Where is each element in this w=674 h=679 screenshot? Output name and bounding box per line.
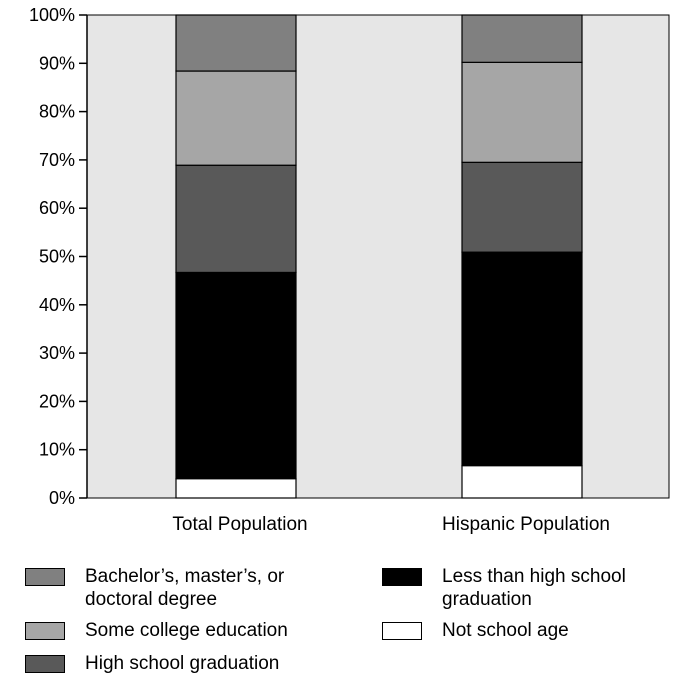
y-tick-label: 100% bbox=[29, 5, 75, 25]
bar-segment bbox=[461, 14, 583, 63]
y-tick-label: 40% bbox=[39, 295, 75, 315]
y-tick-label: 90% bbox=[39, 53, 75, 73]
y-axis: 0% 10% 20% 30% 40% 50% 60% 70% 80% 90% 100% bbox=[29, 5, 88, 508]
y-tick-label: 0% bbox=[49, 488, 75, 508]
bar-segment bbox=[461, 465, 583, 499]
legend-swatch-not-school-age bbox=[382, 622, 422, 640]
bar-segment bbox=[175, 70, 297, 166]
legend-item-not-school-age: Not school age bbox=[382, 619, 569, 642]
y-tick-label: 70% bbox=[39, 150, 75, 170]
bar-segment bbox=[461, 161, 583, 253]
bar-segment bbox=[175, 271, 297, 480]
y-tick-label: 10% bbox=[39, 440, 75, 460]
bar-segment bbox=[175, 14, 297, 72]
legend-label-not-school-age: Not school age bbox=[442, 620, 569, 641]
bar-segment bbox=[461, 251, 583, 467]
legend-swatch-high-school bbox=[25, 655, 65, 673]
legend-label-some-college: Some college education bbox=[85, 620, 288, 641]
legend-swatch-less-than-hs bbox=[382, 568, 422, 586]
y-tick-label: 60% bbox=[39, 198, 75, 218]
legend-label-high-school: High school graduation bbox=[85, 653, 280, 674]
legend: Bachelor’s, master’s, or doctoral degree… bbox=[0, 555, 674, 679]
y-tick-label: 20% bbox=[39, 391, 75, 411]
stacked-bar-chart: 0% 10% 20% 30% 40% 50% 60% 70% 80% 90% 100% Total … bbox=[29, 5, 670, 535]
legend-item-bachelors: Bachelor’s, master’s, or doctoral degree bbox=[25, 565, 284, 611]
legend-item-high-school: High school graduation bbox=[25, 652, 279, 675]
x-axis-labels: Total Population Hispanic Population bbox=[172, 514, 610, 535]
y-tick-label: 80% bbox=[39, 102, 75, 122]
x-category-label: Total Population bbox=[172, 514, 307, 535]
bar-segment bbox=[175, 478, 297, 499]
bar-segment bbox=[461, 61, 583, 163]
legend-label-bachelors: Bachelor’s, master’s, or doctoral degree bbox=[85, 566, 285, 610]
y-tick-label: 50% bbox=[39, 247, 75, 267]
bars-group bbox=[175, 14, 583, 499]
legend-item-some-college: Some college education bbox=[25, 619, 288, 642]
legend-label-less-than-hs: Less than high school graduation bbox=[442, 566, 626, 610]
bar-segment bbox=[175, 164, 297, 274]
legend-swatch-some-college bbox=[25, 622, 65, 640]
x-category-label: Hispanic Population bbox=[442, 514, 610, 535]
legend-item-less-than-hs: Less than high school graduation bbox=[382, 565, 626, 611]
y-tick-label: 30% bbox=[39, 343, 75, 363]
legend-swatch-bachelors bbox=[25, 568, 65, 586]
